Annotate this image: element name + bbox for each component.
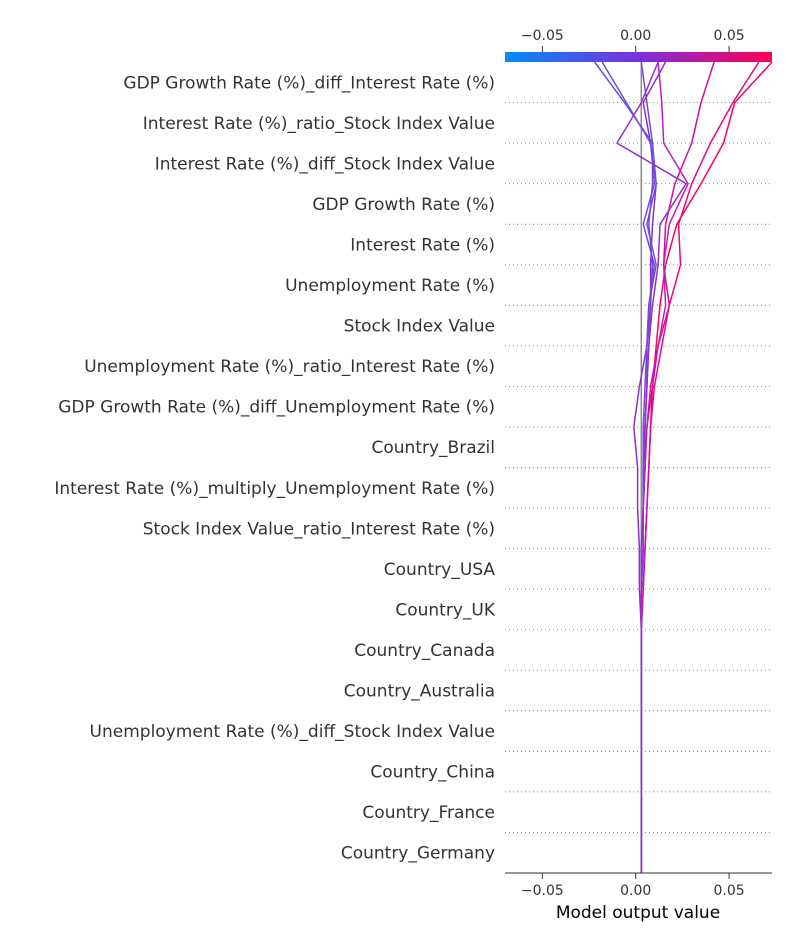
- feature-label: Country_USA: [384, 560, 496, 580]
- bottom-tick-label: 0.00: [620, 883, 651, 899]
- decision-line: [616, 61, 687, 873]
- colorbar: [505, 52, 772, 62]
- feature-label: Country_UK: [395, 600, 495, 620]
- feature-label: Interest Rate (%): [350, 235, 495, 255]
- decision-line: [640, 61, 773, 873]
- feature-label: Country_Germany: [341, 844, 495, 864]
- feature-label: GDP Growth Rate (%)_diff_Interest Rate (…: [123, 73, 495, 93]
- feature-label: Unemployment Rate (%)_diff_Stock Index V…: [90, 722, 495, 742]
- feature-label: GDP Growth Rate (%)_diff_Unemployment Ra…: [58, 398, 495, 418]
- feature-label: Country_Canada: [354, 641, 495, 661]
- feature-label: Country_Brazil: [372, 438, 495, 458]
- bottom-tick-label: 0.05: [713, 883, 744, 899]
- grid-lines: [505, 102, 772, 833]
- axes: −0.05 −0.05 0.00 0.00 0.05 0.05: [505, 28, 772, 899]
- x-axis-label: Model output value: [556, 903, 720, 923]
- feature-label: Unemployment Rate (%): [285, 276, 495, 296]
- feature-labels: GDP Growth Rate (%)_diff_Interest Rate (…: [54, 73, 495, 863]
- feature-label: Unemployment Rate (%)_ratio_Interest Rat…: [84, 357, 495, 377]
- feature-label: Stock Index Value: [344, 317, 495, 337]
- top-tick-label: 0.00: [620, 28, 651, 44]
- decision-lines: [593, 61, 773, 873]
- feature-label: Country_Australia: [344, 682, 495, 702]
- feature-label: Country_China: [370, 763, 495, 783]
- top-tick-label: −0.05: [521, 28, 564, 44]
- feature-label: Interest Rate (%)_diff_Stock Index Value: [155, 154, 495, 174]
- feature-label: Interest Rate (%)_ratio_Stock Index Valu…: [143, 114, 495, 134]
- feature-label: GDP Growth Rate (%): [312, 195, 495, 215]
- feature-label: Stock Index Value_ratio_Interest Rate (%…: [143, 519, 495, 539]
- feature-label: Country_France: [362, 803, 495, 823]
- feature-label: Interest Rate (%)_multiply_Unemployment …: [54, 479, 495, 499]
- top-tick-label: 0.05: [713, 28, 744, 44]
- bottom-tick-label: −0.05: [521, 883, 564, 899]
